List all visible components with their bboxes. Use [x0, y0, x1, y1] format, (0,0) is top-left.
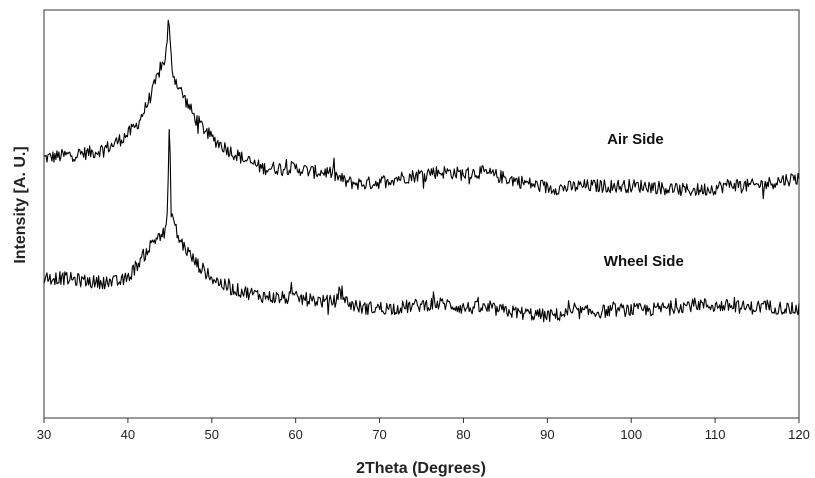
plot-frame	[43, 9, 800, 419]
x-tick-label: 90	[540, 427, 554, 442]
x-tick-labels: 30 40 50 60 70 80 90 100 110 120	[37, 427, 810, 442]
x-tick-label: 100	[620, 427, 642, 442]
y-axis-title: Intensity [A. U.]	[12, 146, 29, 263]
series-label-wheel-side: Wheel Side	[604, 253, 684, 270]
x-tick-label: 70	[372, 427, 386, 442]
x-ticks	[43, 418, 800, 423]
series-layer	[43, 19, 800, 323]
series-labels: Air Side Wheel Side	[604, 131, 684, 270]
x-tick-label: 110	[705, 427, 726, 442]
series-line-air-side	[43, 19, 800, 200]
x-tick-label: 30	[37, 427, 51, 442]
x-tick-label: 60	[288, 427, 302, 442]
x-axis-title: 2Theta (Degrees)	[356, 460, 486, 477]
series-label-air-side: Air Side	[607, 131, 664, 148]
x-tick-label: 50	[205, 427, 219, 442]
series-line-wheel-side	[43, 128, 800, 323]
x-tick-label: 80	[456, 427, 470, 442]
x-tick-label: 40	[121, 427, 135, 442]
x-tick-label: 120	[788, 427, 810, 442]
